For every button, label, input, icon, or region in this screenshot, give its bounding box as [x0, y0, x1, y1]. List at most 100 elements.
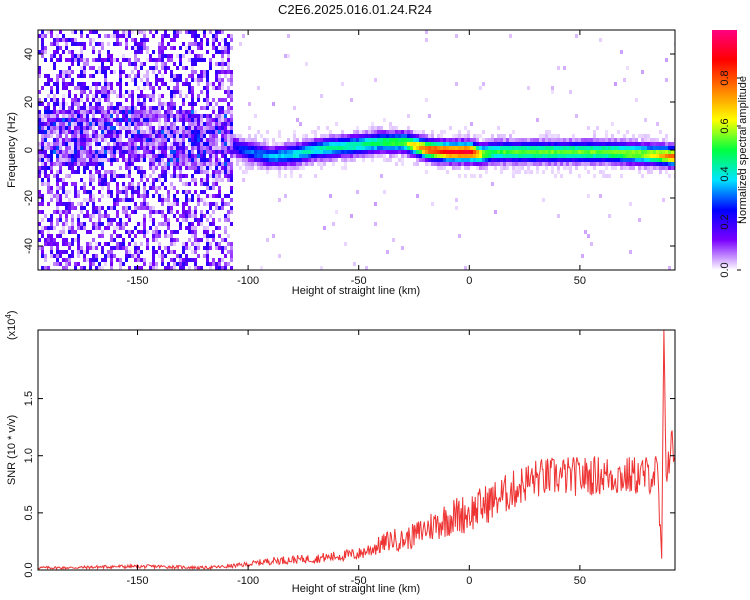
spectrogram-cell: [83, 126, 86, 130]
spectrogram-cell: [77, 218, 80, 222]
spectrogram-cell: [83, 106, 86, 110]
spectrogram-cell: [140, 174, 143, 178]
spectrogram-cell: [83, 182, 86, 186]
spectrogram-cell: [95, 82, 98, 86]
spectrogram-cell: [551, 138, 554, 142]
spectrogram-cell: [167, 218, 170, 222]
spectrogram-cell: [155, 158, 158, 162]
spectrogram-cell: [353, 146, 356, 150]
spectrogram-cell: [71, 214, 74, 218]
spectrogram-cell: [104, 94, 107, 98]
spectrogram-cell: [185, 82, 188, 86]
spectrogram-cell: [113, 42, 116, 46]
spectrogram-cell: [380, 174, 383, 178]
spectrogram-cell: [119, 226, 122, 230]
spectrogram-cell: [158, 154, 161, 158]
spectrogram-cell: [185, 254, 188, 258]
y-tick-label: 0: [23, 147, 35, 153]
spectrogram-cell: [410, 130, 413, 134]
spectrogram-cell: [74, 114, 77, 118]
spectrogram-cell: [587, 158, 590, 162]
spectrogram-cell: [605, 130, 608, 134]
spectrogram-cell: [146, 246, 149, 250]
spectrogram-cell: [227, 218, 230, 222]
spectrogram-cell: [119, 234, 122, 238]
spectrogram-cell: [101, 266, 104, 270]
spectrogram-cell: [209, 142, 212, 146]
spectrogram-cell: [77, 238, 80, 242]
spectrogram-cell: [245, 138, 248, 142]
spectrogram-cell: [86, 34, 89, 38]
spectrogram-cell: [164, 218, 167, 222]
spectrogram-cell: [41, 158, 44, 162]
spectrogram-cell: [59, 30, 62, 34]
spectrogram-cell: [326, 154, 329, 158]
spectrogram-cell: [146, 58, 149, 62]
spectrogram-cell: [137, 230, 140, 234]
spectrogram-cell: [116, 114, 119, 118]
spectrogram-cell: [494, 146, 497, 150]
spectrogram-cell: [56, 122, 59, 126]
spectrogram-cell: [101, 110, 104, 114]
spectrogram-cell: [629, 202, 632, 206]
spectrogram-cell: [167, 250, 170, 254]
spectrogram-cell: [191, 118, 194, 122]
spectrogram-cell: [305, 158, 308, 162]
spectrogram-cell: [122, 190, 125, 194]
spectrogram-cell: [116, 210, 119, 214]
spectrogram-cell: [641, 158, 644, 162]
spectrogram-cell: [617, 142, 620, 146]
spectrogram-cell: [107, 146, 110, 150]
spectrogram-cell: [227, 146, 230, 150]
spectrogram-cell: [371, 154, 374, 158]
spectrogram-cell: [59, 54, 62, 58]
spectrogram-cell: [158, 222, 161, 226]
spectrogram-cell: [227, 194, 230, 198]
spectrogram-cell: [77, 250, 80, 254]
spectrogram-cell: [194, 238, 197, 242]
spectrogram-cell: [206, 150, 209, 154]
spectrogram-cell: [50, 194, 53, 198]
spectrogram-cell: [179, 118, 182, 122]
spectrogram-cell: [281, 162, 284, 166]
spectrogram-cell: [164, 178, 167, 182]
spectrogram-cell: [404, 134, 407, 138]
spectrogram-cell: [377, 138, 380, 142]
spectrogram-cell: [176, 190, 179, 194]
spectrogram-cell: [140, 166, 143, 170]
spectrogram-cell: [107, 250, 110, 254]
spectrogram-cell: [179, 214, 182, 218]
spectrogram-cell: [164, 130, 167, 134]
spectrogram-cell: [485, 154, 488, 158]
spectrogram-cell: [38, 202, 41, 206]
spectrogram-cell: [197, 138, 200, 142]
spectrogram-cell: [278, 166, 281, 170]
spectrogram-cell: [56, 102, 59, 106]
spectrogram-cell: [110, 134, 113, 138]
spectrogram-cell: [203, 226, 206, 230]
spectrogram-cell: [152, 58, 155, 62]
spectrogram-cell: [299, 142, 302, 146]
spectrogram-cell: [65, 70, 68, 74]
spectrogram-cell: [362, 142, 365, 146]
spectrogram-cell: [314, 138, 317, 142]
spectrogram-cell: [662, 146, 665, 150]
spectrogram-cell: [551, 90, 554, 94]
spectrogram-cell: [152, 66, 155, 70]
spectrogram-cell: [110, 174, 113, 178]
spectrogram-cell: [191, 106, 194, 110]
spectrogram-cell: [485, 146, 488, 150]
spectrogram-cell: [443, 138, 446, 142]
spectrogram-cell: [575, 142, 578, 146]
spectrogram-cell: [203, 34, 206, 38]
spectrogram-cell: [95, 146, 98, 150]
spectrogram-cell: [206, 114, 209, 118]
spectrogram-cell: [416, 142, 419, 146]
spectrogram-cell: [209, 186, 212, 190]
spectrogram-cell: [116, 42, 119, 46]
spectrogram-cell: [95, 86, 98, 90]
spectrogram-cell: [578, 154, 581, 158]
spectrogram-cell: [134, 154, 137, 158]
spectrogram-cell: [41, 138, 44, 142]
spectrogram-cell: [113, 158, 116, 162]
